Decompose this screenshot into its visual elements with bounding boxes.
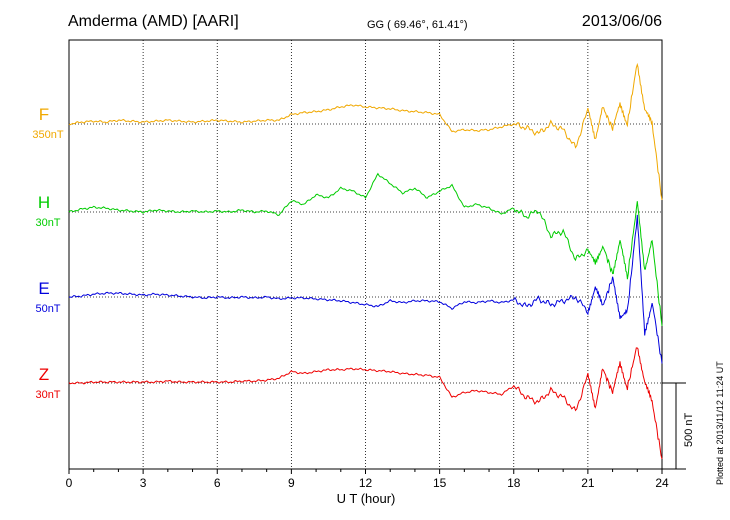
x-tick-label: 15 bbox=[433, 476, 447, 490]
series-label-z: Z bbox=[39, 365, 49, 384]
plot-date: 2013/06/06 bbox=[582, 13, 662, 30]
x-tick-label: 24 bbox=[655, 476, 669, 490]
x-tick-label: 0 bbox=[66, 476, 73, 490]
x-tick-label: 6 bbox=[214, 476, 221, 490]
x-axis-label: U T (hour) bbox=[337, 491, 396, 506]
chart-title: Amderma (AMD) [AARI] bbox=[68, 13, 239, 30]
scale-bar-label: 500 nT bbox=[683, 412, 695, 447]
series-scale-e: 50nT bbox=[35, 303, 60, 315]
x-tick-label: 21 bbox=[581, 476, 595, 490]
x-tick-label: 12 bbox=[359, 476, 373, 490]
series-scale-h: 30nT bbox=[35, 217, 60, 229]
series-line-h bbox=[68, 172, 663, 327]
series-line-f bbox=[68, 62, 663, 201]
series-line-z bbox=[68, 347, 663, 460]
station-coords: GG ( 69.46°, 61.41°) bbox=[367, 19, 468, 31]
series-line-e bbox=[68, 214, 663, 364]
x-tick-label: 18 bbox=[507, 476, 521, 490]
series-label-f: F bbox=[39, 105, 49, 124]
series-label-h: H bbox=[38, 193, 50, 212]
series-scale-z: 30nT bbox=[35, 389, 60, 401]
series-scale-f: 350nT bbox=[32, 129, 63, 141]
x-tick-label: 9 bbox=[288, 476, 295, 490]
series-label-e: E bbox=[38, 279, 49, 298]
x-tick-label: 3 bbox=[140, 476, 147, 490]
plotted-timestamp: Plotted at 2013/11/12 11:24 UT bbox=[715, 361, 725, 485]
